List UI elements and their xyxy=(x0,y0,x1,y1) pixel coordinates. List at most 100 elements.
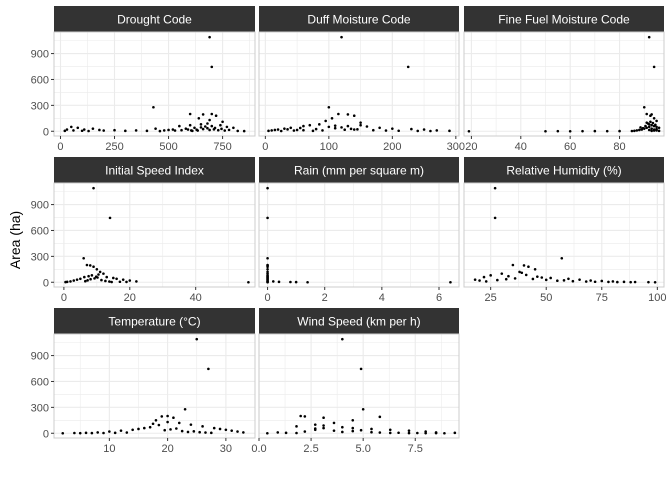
data-point xyxy=(406,65,410,69)
data-point xyxy=(270,129,274,132)
data-point xyxy=(204,431,207,434)
facet-strip-title: Fine Fuel Moisture Code xyxy=(498,13,630,27)
y-tick-label: 0 xyxy=(43,277,49,289)
data-point xyxy=(332,429,336,432)
data-point xyxy=(484,280,488,283)
x-tick-label: 25 xyxy=(485,292,497,304)
data-point xyxy=(653,280,657,284)
data-point xyxy=(571,279,575,283)
data-point xyxy=(213,126,217,130)
data-point xyxy=(188,123,192,127)
data-point xyxy=(531,277,535,281)
data-point xyxy=(407,431,411,435)
x-tick-label: 4 xyxy=(379,292,385,304)
data-point xyxy=(589,279,592,282)
data-point xyxy=(167,128,170,132)
data-point xyxy=(110,280,113,284)
data-point xyxy=(102,431,105,435)
data-point xyxy=(473,278,477,281)
panel-border xyxy=(53,333,256,439)
data-point xyxy=(266,268,269,271)
data-point xyxy=(482,275,486,279)
data-point xyxy=(87,274,90,278)
data-point xyxy=(324,119,327,123)
data-point xyxy=(333,126,337,130)
data-point xyxy=(622,280,626,284)
data-point xyxy=(124,129,127,133)
x-tick-label: 6 xyxy=(436,292,442,304)
data-point xyxy=(125,431,129,434)
data-point xyxy=(266,216,269,220)
data-point xyxy=(314,127,318,131)
data-point xyxy=(69,125,73,129)
data-point xyxy=(533,268,537,271)
data-point xyxy=(84,431,88,435)
data-point xyxy=(652,129,656,132)
facet-strip xyxy=(464,157,664,183)
x-tick-label: 0 xyxy=(61,292,67,304)
data-point xyxy=(544,278,548,282)
data-point xyxy=(391,127,394,130)
data-point xyxy=(151,422,155,426)
data-point xyxy=(188,112,192,116)
data-point xyxy=(313,427,317,430)
data-point xyxy=(271,280,275,283)
data-point xyxy=(618,129,621,133)
facet-strip-title: Initial Speed Index xyxy=(105,164,204,178)
data-point xyxy=(562,279,566,282)
data-point xyxy=(227,128,231,132)
panel-background xyxy=(259,334,459,438)
data-point xyxy=(556,279,559,283)
data-point xyxy=(203,125,207,128)
data-point xyxy=(303,430,307,433)
data-point xyxy=(352,128,356,131)
data-point xyxy=(108,430,111,433)
data-point xyxy=(148,425,152,429)
data-point xyxy=(92,265,95,269)
data-point xyxy=(556,129,560,133)
facet-wind: Wind Speed (km per h) 0.0 2.5 5.0 7.5 xyxy=(251,308,460,455)
data-point xyxy=(341,425,344,429)
data-point xyxy=(303,415,307,418)
x-tick-label: 20 xyxy=(465,141,477,153)
data-point xyxy=(61,431,65,435)
data-point xyxy=(333,124,337,127)
data-point xyxy=(327,105,331,109)
data-point xyxy=(378,431,382,434)
data-point xyxy=(356,128,359,131)
data-point xyxy=(199,126,203,129)
data-point xyxy=(163,428,166,432)
data-point xyxy=(266,186,269,190)
data-point xyxy=(635,129,639,132)
data-point xyxy=(242,129,246,133)
data-point xyxy=(313,423,317,426)
x-tick-label: 60 xyxy=(564,141,576,153)
data-point xyxy=(289,280,292,284)
data-point xyxy=(102,129,106,132)
facet-strip xyxy=(464,6,664,32)
data-point xyxy=(236,430,239,433)
data-point xyxy=(306,280,309,284)
data-point xyxy=(135,280,138,283)
x-tick-label: 0 xyxy=(57,141,63,153)
data-point xyxy=(322,424,325,427)
x-tick-label: 30 xyxy=(220,443,232,455)
panel-background xyxy=(259,183,459,287)
data-point xyxy=(295,425,298,428)
data-point xyxy=(78,431,82,435)
data-point xyxy=(210,431,213,435)
data-point xyxy=(652,117,656,120)
data-point xyxy=(448,129,451,133)
data-point xyxy=(646,122,650,125)
panel-border xyxy=(53,182,256,288)
data-point xyxy=(567,277,570,281)
x-tick-label: 0 xyxy=(265,292,271,304)
data-point xyxy=(87,129,90,133)
data-point xyxy=(359,367,363,371)
data-point xyxy=(180,429,184,433)
data-point xyxy=(655,119,658,123)
data-point xyxy=(496,278,499,282)
data-point xyxy=(489,274,492,277)
x-tick-label: 2.5 xyxy=(303,443,318,455)
y-tick-label: 600 xyxy=(31,74,49,86)
